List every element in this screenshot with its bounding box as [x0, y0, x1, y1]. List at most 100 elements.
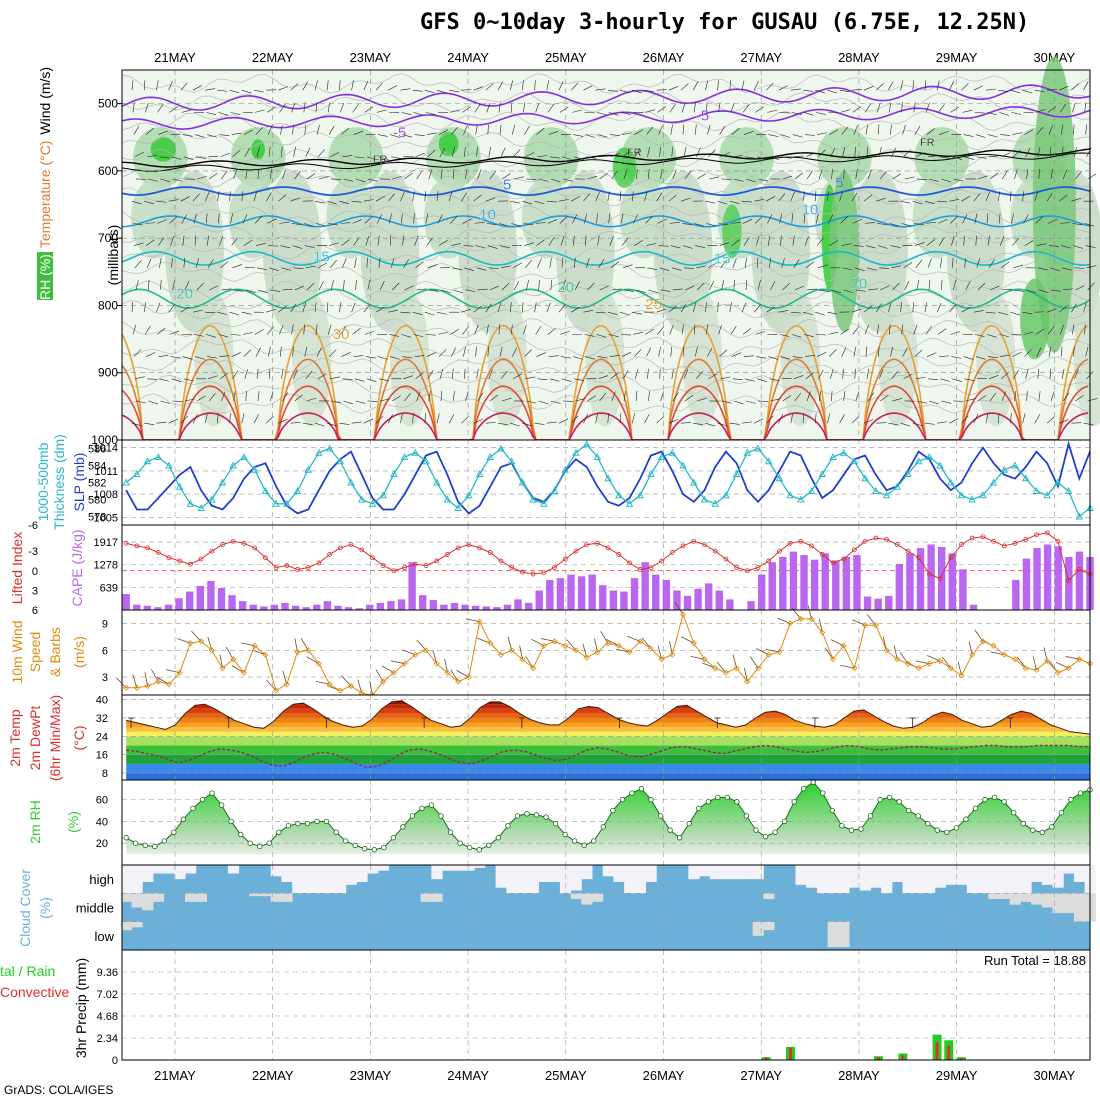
wind-barb — [253, 414, 259, 424]
temp-tick-label: 8 — [102, 768, 108, 780]
wind-barb — [143, 80, 146, 91]
thickness-marker — [497, 444, 505, 452]
wind-barb — [831, 289, 842, 294]
wind-barb — [354, 257, 357, 268]
wind-panel — [116, 602, 1094, 699]
wind-barb — [233, 391, 236, 402]
wind-barb — [854, 267, 865, 272]
wind-barb — [525, 152, 535, 158]
wind-barb — [573, 257, 576, 268]
wind-barb — [485, 83, 494, 91]
wind-barb — [1083, 81, 1089, 91]
rh-marker — [972, 805, 979, 812]
wind-barb — [803, 213, 806, 224]
wind-barb — [927, 258, 932, 268]
thickness-marker — [625, 499, 634, 507]
wind-barb — [585, 356, 596, 360]
wind-barb — [818, 391, 821, 402]
wind-barb — [1023, 331, 1034, 335]
li-marker — [241, 540, 247, 546]
li-marker — [712, 548, 718, 554]
wind-marker — [894, 656, 901, 663]
wind-barb — [293, 267, 304, 270]
thickness-marker — [1011, 461, 1019, 469]
wind-barb — [339, 200, 350, 205]
thickness-marker — [872, 487, 880, 494]
slp-ylabel: SLP (mb) — [71, 453, 87, 512]
wind-barb — [255, 126, 263, 135]
wind-barb — [646, 347, 652, 357]
wind-barb — [230, 112, 241, 115]
thickness-ylabel-2-text: Thickness (dm) — [51, 434, 67, 530]
wind-barb — [855, 169, 858, 180]
rh-shade — [751, 170, 811, 333]
wind-barb — [867, 288, 878, 291]
wind-barb — [232, 149, 241, 158]
wind-barb — [269, 169, 272, 180]
wind-barb — [749, 656, 759, 669]
rh-contour — [121, 186, 1091, 207]
wind-barb — [281, 146, 283, 157]
wind-barb — [585, 235, 587, 246]
upper-air-ylabel-part: RH (%) — [37, 254, 53, 300]
thickness-marker — [197, 504, 205, 511]
wind-barb — [412, 311, 423, 315]
wind-barb — [477, 169, 482, 180]
wind-barb — [463, 346, 466, 357]
li-marker — [787, 540, 793, 546]
contour-label: 25 — [645, 296, 662, 313]
li-marker — [262, 555, 268, 561]
wind-barb — [330, 376, 341, 380]
wind-barb — [914, 125, 921, 135]
wind-barb — [902, 124, 906, 135]
wind-barb — [1049, 146, 1052, 157]
wind-barb — [461, 416, 469, 424]
wind-barb — [388, 85, 398, 91]
wind-marker — [176, 669, 183, 676]
wind-barb — [587, 395, 597, 402]
wind-barb — [961, 415, 969, 424]
li-line — [126, 532, 1091, 582]
rh-marker — [467, 844, 473, 851]
wind-barb — [1075, 285, 1085, 291]
cape-bar — [853, 555, 861, 610]
date-label-bottom: 22MAY — [252, 1068, 294, 1083]
thickness-marker — [315, 448, 323, 456]
wind-barb — [924, 302, 928, 313]
thickness-marker — [829, 453, 837, 460]
temp-ylabel-4: (°C) — [71, 725, 87, 750]
wind-barb — [741, 421, 752, 424]
wind-barb — [339, 422, 350, 425]
wind-barb — [1049, 368, 1052, 379]
cloud-clear — [924, 865, 936, 894]
cloud-clear — [334, 865, 347, 894]
cloud-ylabel-1: Cloud Cover — [17, 869, 33, 947]
wind-barb — [985, 311, 996, 314]
rh-marker — [132, 840, 139, 846]
wind-barb — [793, 259, 800, 268]
wind-barb — [219, 236, 224, 246]
wind-barb — [657, 326, 665, 335]
li-marker — [423, 563, 429, 568]
wind-barb — [233, 169, 238, 180]
wind-barb — [977, 282, 986, 291]
wind-marker — [1001, 651, 1008, 658]
temp-band — [126, 717, 1090, 723]
wind-barb — [231, 237, 238, 246]
li-marker — [991, 538, 997, 544]
wind-barb — [1035, 328, 1045, 335]
rh-marker — [142, 842, 148, 849]
wind-barb — [802, 89, 813, 92]
wind-barb — [634, 240, 643, 246]
li-marker — [220, 542, 225, 548]
wind-barb — [1013, 264, 1024, 269]
thickness-marker — [272, 499, 280, 507]
cape-bar — [334, 605, 342, 610]
rh-marker — [333, 829, 339, 836]
wind-barb — [524, 125, 530, 135]
rh-marker — [199, 796, 206, 803]
wind-barb — [865, 346, 868, 357]
rh-tick-label: 60 — [96, 795, 108, 807]
wind-barb — [743, 237, 750, 246]
wind-barb — [427, 370, 434, 379]
